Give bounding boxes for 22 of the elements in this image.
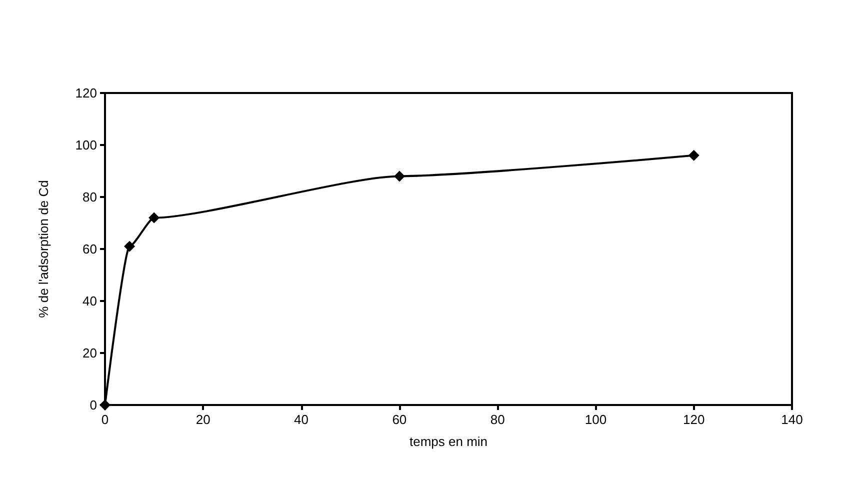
x-tick-label: 40: [294, 412, 309, 427]
x-tick-label: 100: [584, 412, 607, 427]
x-tick-label: 0: [101, 412, 109, 427]
x-tick-label: 140: [781, 412, 803, 427]
y-tick-label: 100: [75, 138, 97, 152]
y-tick-label: 60: [82, 242, 97, 256]
y-tick-label: 0: [90, 398, 97, 412]
x-tick-label: 80: [490, 412, 505, 427]
point: [394, 170, 405, 182]
point: [688, 150, 700, 161]
y-tick-label: 120: [75, 86, 97, 100]
y-tick-label: 20: [82, 346, 97, 360]
x-tick-label: 120: [683, 412, 705, 427]
y-axis-title: % de l'adsorption de Cd: [36, 180, 51, 318]
point: [124, 240, 136, 252]
y-tick-label: 40: [82, 294, 97, 308]
x-tick-label: 20: [196, 412, 210, 427]
x-tick-label: 60: [392, 412, 407, 427]
y-tick-label: 80: [82, 190, 97, 204]
x-axis-title: temps en min: [409, 434, 488, 449]
point: [100, 400, 110, 410]
point: [148, 212, 160, 224]
